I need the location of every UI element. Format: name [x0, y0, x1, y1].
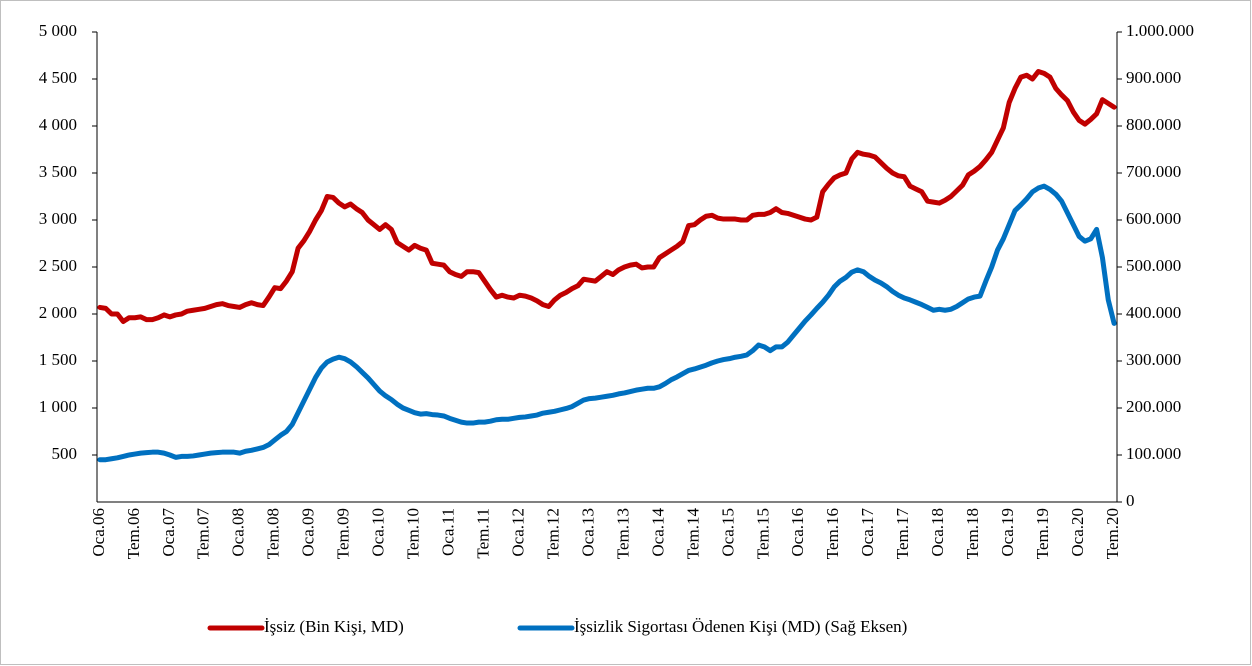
- x-tick-label: Tem.16: [823, 508, 842, 559]
- x-tick-label: Oca.19: [998, 508, 1017, 557]
- y2-tick-label: 200.000: [1126, 397, 1181, 416]
- y-tick-label: 3 000: [39, 209, 77, 228]
- x-tick-label: Oca.15: [718, 508, 737, 557]
- x-tick-label: Tem.18: [963, 508, 982, 559]
- x-tick-label: Oca.20: [1068, 508, 1087, 557]
- y-tick-label: 1 000: [39, 397, 77, 416]
- y-tick-label: 500: [52, 444, 78, 463]
- x-tick-label: Tem.15: [753, 508, 772, 559]
- x-tick-label: Oca.16: [788, 508, 807, 557]
- y-tick-label: 2 000: [39, 303, 77, 322]
- y2-tick-label: 600.000: [1126, 209, 1181, 228]
- y-tick-label: 4 000: [39, 115, 77, 134]
- x-tick-label: Oca.14: [648, 508, 667, 557]
- x-tick-label: Tem.08: [264, 508, 283, 559]
- x-tick-label: Tem.11: [474, 508, 493, 559]
- y2-tick-label: 500.000: [1126, 256, 1181, 275]
- y-tick-label: 4 500: [39, 68, 77, 87]
- y2-tick-label: 300.000: [1126, 350, 1181, 369]
- y2-tick-label: 400.000: [1126, 303, 1181, 322]
- x-tick-label: Oca.08: [229, 508, 248, 557]
- legend-label: İşsizlik Sigortası Ödenen Kişi (MD) (Sağ…: [574, 617, 907, 636]
- x-tick-label: Oca.06: [89, 508, 108, 557]
- x-tick-label: Tem.19: [1033, 508, 1052, 559]
- y2-tick-label: 700.000: [1126, 162, 1181, 181]
- x-tick-label: Oca.10: [369, 508, 388, 557]
- x-tick-label: Tem.17: [893, 508, 912, 560]
- x-tick-label: Oca.09: [299, 508, 318, 557]
- x-tick-label: Oca.13: [578, 508, 597, 557]
- series-line: [97, 183, 1117, 463]
- x-tick-label: Tem.13: [613, 508, 632, 559]
- x-tick-label: Tem.07: [194, 508, 213, 560]
- x-tick-label: Oca.11: [439, 508, 458, 556]
- x-tick-label: Oca.12: [508, 508, 527, 557]
- y2-tick-label: 800.000: [1126, 115, 1181, 134]
- x-tick-label: Oca.18: [928, 508, 947, 557]
- y2-tick-label: 900.000: [1126, 68, 1181, 87]
- y-tick-label: 2 500: [39, 256, 77, 275]
- x-tick-label: Tem.14: [683, 508, 702, 560]
- legend-label: İşsiz (Bin Kişi, MD): [264, 617, 404, 636]
- y2-tick-label: 100.000: [1126, 444, 1181, 463]
- x-tick-label: Tem.12: [543, 508, 562, 559]
- y2-tick-label: 1.000.000: [1126, 21, 1194, 40]
- x-tick-label: Oca.17: [858, 508, 877, 557]
- y-tick-label: 1 500: [39, 350, 77, 369]
- x-tick-label: Tem.09: [334, 508, 353, 559]
- series-line: [97, 68, 1117, 325]
- y2-tick-label: 0: [1126, 491, 1135, 510]
- x-tick-label: Tem.20: [1103, 508, 1122, 559]
- y-tick-label: 3 500: [39, 162, 77, 181]
- x-tick-label: Tem.10: [404, 508, 423, 559]
- x-tick-label: Oca.07: [159, 508, 178, 557]
- x-tick-label: Tem.06: [124, 508, 143, 559]
- y-tick-label: 5 000: [39, 21, 77, 40]
